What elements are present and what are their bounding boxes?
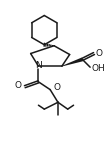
Text: O: O — [96, 49, 103, 58]
Text: OH: OH — [91, 64, 105, 73]
Text: O: O — [14, 81, 22, 90]
Polygon shape — [62, 58, 83, 66]
Text: N: N — [35, 61, 42, 70]
Text: O: O — [53, 83, 60, 92]
